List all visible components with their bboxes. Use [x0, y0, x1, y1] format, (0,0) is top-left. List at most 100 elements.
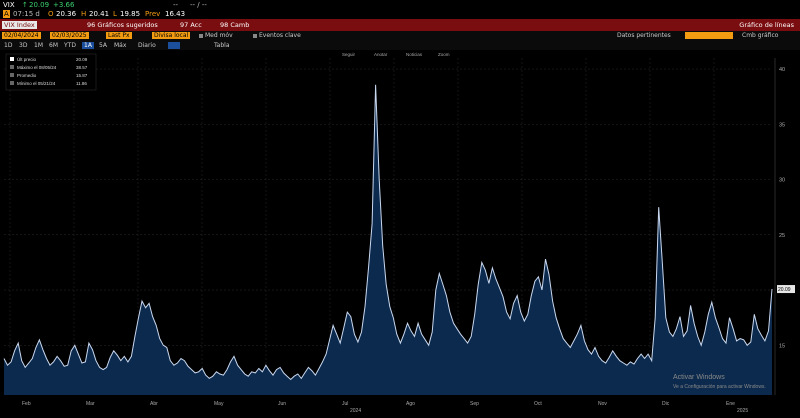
period-button-1d[interactable]: 1D [4, 42, 13, 49]
bar-chart-icon[interactable] [180, 42, 192, 49]
period-button-5a[interactable]: 5A [99, 42, 107, 49]
frequency-select[interactable]: Diario [138, 42, 156, 49]
edit-chart-menu[interactable]: Cmb gráfico [742, 32, 779, 39]
legend-label: Últ precio [17, 56, 37, 62]
price-change: +3.66 [53, 1, 75, 9]
legend-label: Mínimo el 05/21/24 [17, 81, 56, 86]
last-value-box [777, 285, 795, 294]
moving-average-label: Med móv [205, 32, 233, 39]
period-button-1a[interactable]: 1A [82, 42, 94, 49]
last-value-label: 20.09 [778, 287, 791, 293]
function-toolbar: VIX Index 96 Gráficos sugeridos 97 Acc 9… [0, 19, 800, 31]
x-year-label: 2025 [737, 408, 748, 414]
status-flag: A [3, 10, 10, 18]
period-button-ytd[interactable]: YTD [64, 42, 76, 49]
table-toggle[interactable]: Tabla [214, 42, 230, 49]
security-field[interactable]: VIX Index [2, 21, 37, 29]
legend-label: Máximo el 08/05/24 [17, 65, 57, 70]
x-year-label: 2024 [350, 408, 361, 414]
highlight-field[interactable] [685, 32, 733, 39]
last-value-marker: 20.09 [777, 285, 795, 294]
chart-grid [4, 58, 772, 395]
open-label: O [48, 10, 54, 18]
data-pertinent-menu[interactable]: Datos pertinentes [617, 32, 671, 39]
x-axis-ticks: Feb Mar Abr May Jun Jul Ago Sep Oct Nov Dic Ene 2024… [22, 401, 748, 414]
x-tick-label: Jun [278, 401, 286, 407]
change-menu[interactable]: 98 Camb [220, 21, 250, 29]
line-chart-icon[interactable] [168, 42, 180, 49]
ticker-symbol: VIX [3, 1, 15, 9]
actions-menu[interactable]: 97 Acc [180, 21, 202, 29]
suggested-charts-menu[interactable]: 96 Gráficos sugeridos [87, 21, 158, 29]
high-label: H [81, 10, 87, 18]
y-tick-label: 35 [779, 122, 785, 128]
x-tick-label: Oct [534, 401, 542, 407]
y-tick-label: 30 [779, 178, 785, 184]
y-tick-label: 40 [779, 67, 785, 73]
legend-box [5, 53, 97, 91]
legend-label: Promedio [17, 73, 37, 78]
x-tick-label: Abr [150, 401, 158, 407]
high-value: 20.41 [89, 10, 110, 18]
quote-row: VIX ↑ 20.09 +3.66 -- -- / -- [0, 0, 800, 9]
legend-value: 38.57 [76, 65, 88, 70]
legend-items: Últ precio 20.09 Máximo el 08/05/24 38.57 Pr… [10, 56, 88, 86]
period-button-1m[interactable]: 1M [34, 42, 43, 49]
chart-tool-zoom[interactable]: Zoom [438, 52, 450, 57]
x-tick-label: May [214, 401, 224, 407]
bid-ask: -- / -- [190, 1, 207, 9]
chart-tool-seguir[interactable]: Seguir [342, 52, 356, 57]
period-row: 1D 3D 1M 6M YTD 1A 5A Máx Diario Tabla [0, 41, 800, 50]
legend-swatch [10, 65, 14, 69]
options-row: 02/04/2024 02/03/2025 Last Px Divisa loc… [0, 31, 800, 41]
x-tick-label: Feb [22, 401, 31, 407]
checkbox-icon [253, 33, 257, 38]
period-button-máx[interactable]: Máx [114, 42, 127, 49]
end-date-field[interactable]: 02/03/2025 [50, 32, 89, 39]
y-tick-label: 15 [779, 343, 785, 349]
x-tick-label: Mar [86, 401, 95, 407]
prev-label: Prev [145, 10, 161, 18]
legend-value: 11.86 [76, 81, 87, 86]
chart-type-label[interactable]: Gráfico de líneas [739, 21, 794, 29]
key-events-toggle[interactable]: Eventos clave [251, 32, 303, 39]
last-price: 20.09 [29, 1, 50, 9]
legend-swatch [10, 73, 14, 77]
x-tick-label: Ago [406, 401, 415, 407]
series-line [3, 84, 773, 381]
legend: Últ precio 20.09 Máximo el 08/05/24 38.57 Pr… [5, 53, 97, 91]
key-events-label: Eventos clave [259, 32, 301, 39]
legend-swatch [10, 57, 14, 61]
legend-value: 20.09 [76, 57, 88, 62]
low-label: L [113, 10, 117, 18]
up-arrow-icon: ↑ [22, 1, 28, 9]
quote-time: 07:15 d [13, 10, 40, 18]
legend-swatch [10, 81, 14, 85]
moving-average-toggle[interactable]: Med móv [197, 32, 235, 39]
chart-tool-noticias[interactable]: Noticias [406, 52, 423, 57]
prev-value: 16.43 [165, 10, 186, 18]
y-tick-label: 25 [779, 233, 785, 239]
watermark-subtitle: Ve a Configuración para activar Windows. [673, 384, 766, 390]
dashes: -- [173, 1, 179, 9]
chart-tool-anotar[interactable]: Anotar [374, 52, 388, 57]
area-fill [4, 84, 772, 396]
currency-select[interactable]: Divisa local [152, 32, 191, 39]
start-date-field[interactable]: 02/04/2024 [2, 32, 41, 39]
x-tick-label: Sep [470, 401, 479, 407]
watermark-title: Activar Windows [673, 374, 725, 381]
x-tick-label: Ene [726, 401, 735, 407]
legend-value: 15.87 [76, 73, 88, 78]
ohlc-row: A 07:15 d O 20.36 H 20.41 L 19.85 Prev 1… [0, 9, 800, 19]
field-select[interactable]: Last Px [106, 32, 132, 39]
x-tick-label: Nov [598, 401, 607, 407]
x-tick-label: Jul [342, 401, 348, 407]
checkbox-icon [199, 33, 203, 38]
x-tick-label: Dic [662, 401, 670, 407]
low-value: 19.85 [120, 10, 141, 18]
period-button-6m[interactable]: 6M [49, 42, 58, 49]
open-value: 20.36 [56, 10, 77, 18]
price-chart[interactable]: Seguir Anotar Noticias Zoom 15 2025 30 35 40 Fe… [0, 50, 800, 418]
chart-tools: Seguir Anotar Noticias Zoom [342, 52, 450, 57]
period-button-3d[interactable]: 3D [19, 42, 28, 49]
